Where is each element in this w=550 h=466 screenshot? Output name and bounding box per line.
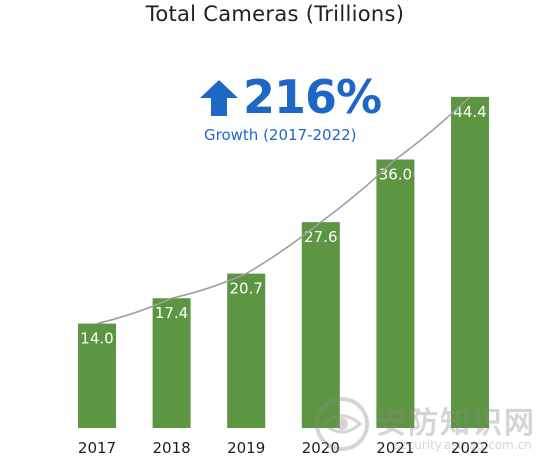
- bar-2021: [376, 159, 415, 428]
- bar-2019: [227, 273, 266, 428]
- bar-value-label: 17.4: [155, 304, 188, 322]
- bar-value-label: 44.4: [453, 103, 486, 121]
- bar-2018: [152, 298, 191, 428]
- bar-value-label: 27.6: [304, 228, 337, 246]
- chart-title: Total Cameras (Trillions): [145, 2, 405, 26]
- growth-value: 216%: [243, 70, 382, 124]
- x-tick-label: 2022: [451, 439, 489, 457]
- bar-2017: [78, 323, 116, 428]
- growth-callout: 216% Growth (2017-2022): [200, 70, 385, 152]
- x-tick-label: 2019: [227, 439, 265, 457]
- bar-value-label: 36.0: [379, 166, 412, 184]
- x-tick-label: 2018: [153, 439, 191, 457]
- x-tick-label: 2021: [376, 439, 414, 457]
- bar-2022: [451, 96, 489, 428]
- arrow-up-icon: [200, 80, 238, 116]
- bar-2020: [301, 222, 340, 428]
- growth-caption: Growth (2017-2022): [204, 126, 357, 144]
- x-tick-label: 2017: [78, 439, 116, 457]
- bar-value-label: 14.0: [80, 330, 113, 348]
- x-tick-label: 2020: [302, 439, 340, 457]
- trend-line: [96, 96, 471, 325]
- bar-value-label: 20.7: [229, 280, 262, 298]
